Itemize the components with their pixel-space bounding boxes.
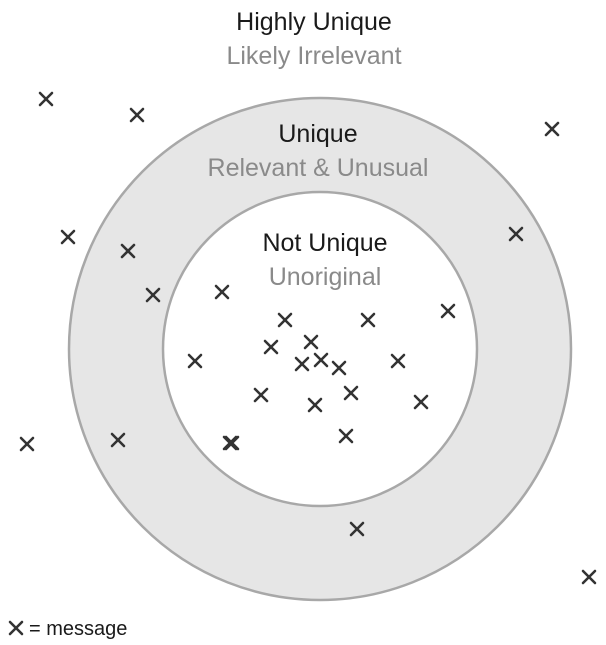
message-marker-highly-unique-3 bbox=[544, 121, 560, 137]
message-marker-not-unique-12 bbox=[307, 397, 323, 413]
message-marker-unique-2 bbox=[145, 287, 161, 303]
message-marker-not-unique-11 bbox=[343, 385, 359, 401]
message-marker-not-unique-10 bbox=[253, 387, 269, 403]
message-marker-unique-4 bbox=[110, 432, 126, 448]
message-marker-not-unique-9 bbox=[390, 353, 406, 369]
highly-unique-title: Highly Unique bbox=[236, 8, 392, 36]
not-unique-zone-circle bbox=[161, 190, 479, 508]
message-marker-highly-unique-5 bbox=[19, 436, 35, 452]
message-marker-highly-unique-4 bbox=[60, 229, 76, 245]
highly-unique-subtitle: Likely Irrelevant bbox=[226, 42, 401, 70]
unique-title: Unique bbox=[278, 120, 357, 148]
message-marker-not-unique-8 bbox=[331, 360, 347, 376]
unique-subtitle: Relevant & Unusual bbox=[208, 154, 429, 182]
message-marker-not-unique-13 bbox=[413, 394, 429, 410]
message-marker-highly-unique-2 bbox=[129, 107, 145, 123]
message-marker-highly-unique-1 bbox=[38, 91, 54, 107]
message-marker-unique-1 bbox=[120, 243, 136, 259]
message-marker-unique-7 bbox=[214, 284, 230, 300]
message-marker-not-unique-1 bbox=[277, 312, 293, 328]
message-marker-highly-unique-6 bbox=[581, 569, 597, 585]
message-marker-not-unique-7 bbox=[313, 352, 329, 368]
legend-message-marker bbox=[8, 620, 24, 636]
message-markers bbox=[19, 91, 597, 585]
legend: = message bbox=[8, 618, 127, 640]
message-marker-not-unique-14 bbox=[338, 428, 354, 444]
not-unique-subtitle: Unoriginal bbox=[269, 263, 382, 291]
message-marker-unique-5 bbox=[349, 521, 365, 537]
message-marker-not-unique-3 bbox=[263, 339, 279, 355]
message-marker-not-unique-5 bbox=[187, 353, 203, 369]
message-marker-not-unique-4 bbox=[303, 334, 319, 350]
message-marker-unique-3 bbox=[508, 226, 524, 242]
message-marker-not-unique-6 bbox=[294, 356, 310, 372]
message-marker-unique-6 bbox=[440, 303, 456, 319]
message-marker-unique-8 bbox=[224, 435, 240, 451]
message-marker-not-unique-2 bbox=[360, 312, 376, 328]
legend-label: = message bbox=[29, 618, 127, 640]
message-marker-not-unique-15 bbox=[222, 435, 238, 451]
not-unique-title: Not Unique bbox=[262, 229, 387, 257]
